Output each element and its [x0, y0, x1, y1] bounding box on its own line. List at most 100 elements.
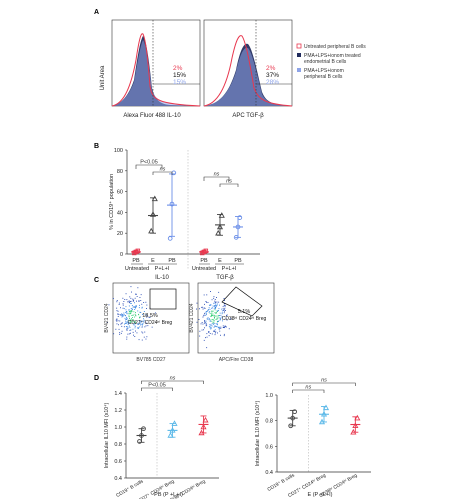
flow-right-event: [225, 310, 226, 311]
flow-right-event: [208, 331, 210, 333]
flow-right-event: [223, 312, 225, 314]
flow-right-event: [215, 305, 217, 307]
flow-left-event: [126, 319, 127, 320]
flow-left-event: [130, 310, 132, 312]
flow-left-event: [137, 328, 139, 329]
flow-left-event: [143, 318, 144, 320]
flow-left-event: [117, 313, 119, 315]
flow-left-event: [129, 301, 131, 302]
d-right-bracket: [292, 389, 325, 393]
flow-left-event: [123, 308, 125, 310]
flow-right-event: [218, 327, 219, 328]
flow-left-event: [118, 304, 120, 305]
flow-right-event: [210, 291, 211, 292]
flow-right-event: [221, 308, 223, 310]
flow-right-event: [204, 321, 206, 323]
flow-left-event: [131, 291, 132, 293]
flow-right-event: [217, 320, 218, 322]
flow-right-event: [218, 315, 220, 316]
flow-right-event: [209, 305, 211, 306]
flow-right-event: [206, 324, 208, 326]
b-y-tick-label: 80: [117, 169, 123, 175]
flow-right-event: [196, 321, 198, 323]
flow-left-event: [129, 318, 130, 319]
flow-right-event: [216, 321, 218, 323]
flow-left-event: [142, 314, 143, 315]
flow-left-events: [106, 286, 156, 341]
flow-left-event: [143, 319, 145, 321]
flow-left-event: [141, 323, 143, 325]
flow-left-event: [129, 322, 131, 324]
flow-left-event: [142, 320, 144, 322]
tgfb-xlabel: APC TGF-β: [232, 113, 264, 119]
il10-pct-blue: 15%: [173, 79, 186, 86]
flow-right-event: [228, 328, 230, 330]
flow-right-event: [207, 310, 208, 312]
flow-right-event: [212, 307, 214, 309]
flow-left-event: [135, 315, 137, 317]
flow-right-event: [211, 333, 213, 335]
flow-right-event: [222, 308, 224, 310]
flow-right-event: [220, 318, 221, 320]
d-right-y-tick-label: 0.6: [265, 444, 273, 450]
flow-left-event: [122, 314, 124, 316]
flow-right-frame: [197, 282, 275, 354]
flow-left-event: [117, 320, 119, 322]
panel-c-flow: 18.5% CD27⁺ CD24ʰⁱ Breg 5.1% CD38ʰⁱ CD24…: [104, 282, 275, 363]
flow-left-event: [139, 297, 141, 298]
flow-right-event: [213, 323, 214, 325]
flow-right-event: [213, 326, 215, 328]
flow-left-event: [125, 293, 127, 295]
flow-left-event: [133, 319, 134, 321]
flow-left-event: [142, 323, 144, 325]
flow-right-event: [213, 321, 215, 323]
flow-left-event: [146, 336, 148, 338]
flow-left-event: [145, 338, 147, 340]
legend-swatch-peripheral: [297, 68, 301, 72]
flow-right-event: [220, 314, 222, 316]
flow-left-event: [108, 304, 110, 306]
flow-right-event: [201, 306, 203, 308]
d-right-point: [350, 428, 357, 435]
flow-right-event: [210, 316, 212, 317]
flow-right-event: [223, 335, 225, 337]
flow-right-event: [217, 321, 219, 322]
flow-left-event: [134, 306, 135, 308]
flow-right-event: [213, 308, 215, 310]
flow-left-event: [122, 315, 124, 317]
flow-right-event: [219, 315, 220, 316]
flow-left-event: [126, 318, 128, 319]
flow-left-event: [138, 327, 139, 329]
flow-left-gate: [149, 288, 177, 310]
flow-left-event: [121, 330, 123, 332]
flow-right-event: [204, 327, 205, 329]
flow-right-event: [201, 322, 203, 323]
flow-right-events: [196, 291, 232, 349]
flow-right-event: [210, 324, 212, 326]
histogram-tgfb-red: [203, 35, 293, 107]
flow-right-event: [214, 299, 216, 300]
flow-left-event: [126, 338, 128, 340]
flow-left-event: [115, 328, 117, 330]
flow-left-event: [148, 316, 150, 318]
d-right-point: [354, 414, 361, 421]
flow-right-event: [223, 298, 225, 299]
flow-right-event: [218, 301, 220, 303]
flow-left-event: [131, 310, 132, 311]
flow-left-xlabel: BV785 CD27: [136, 357, 165, 363]
flow-left-event: [129, 310, 131, 312]
flow-left-event: [138, 339, 140, 341]
flow-right-ylabel: BV421 CD24: [189, 303, 195, 332]
flow-right-event: [204, 322, 205, 324]
flow-right-event: [222, 320, 223, 322]
flow-right-event: [208, 309, 209, 311]
flow-left-event: [125, 306, 127, 308]
tgfb-pct-red: 2%: [266, 65, 276, 72]
flow-left-event: [138, 313, 139, 315]
flow-right-event: [208, 331, 210, 333]
flow-left-event: [129, 302, 131, 304]
flow-right-event: [218, 320, 219, 322]
flow-left-event: [142, 332, 144, 334]
flow-right-event: [222, 327, 224, 328]
flow-right-event: [226, 314, 228, 316]
